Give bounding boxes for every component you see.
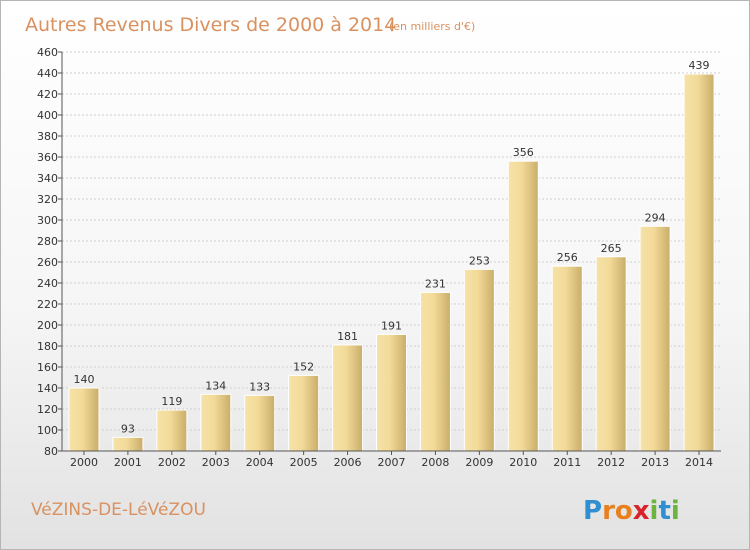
bar [507,160,539,452]
y-tick-label: 240 [37,277,58,290]
y-tick-label: 380 [37,130,58,143]
bar [463,268,495,452]
y-tick-label: 140 [37,382,58,395]
bar-value-label: 265 [601,242,622,255]
x-tick-label: 2007 [378,456,406,469]
bar-value-label: 133 [249,380,270,393]
logo-letter: i [650,496,659,526]
y-tick-label: 460 [37,46,58,59]
y-tick-label: 440 [37,67,58,80]
bar [288,374,320,452]
logo-letter: o [615,496,633,526]
logo-letter: x [633,496,650,526]
y-tick-label: 120 [37,403,58,416]
x-tick-label: 2008 [421,456,449,469]
bar-value-label: 119 [161,395,182,408]
y-tick-label: 340 [37,172,58,185]
x-tick-label: 2003 [202,456,230,469]
y-tick-label: 100 [37,424,58,437]
y-tick-label: 180 [37,340,58,353]
bar [639,225,671,452]
y-tick-label: 260 [37,256,58,269]
y-tick-label: 320 [37,193,58,206]
y-tick-label: 420 [37,88,58,101]
bar [200,393,232,452]
town-name: VéZINS-DE-LéVéZOU [31,500,206,520]
bar [683,73,715,452]
bar-value-label: 93 [121,422,135,435]
bar-value-label: 181 [337,330,358,343]
bar-value-label: 253 [469,254,490,267]
logo-letter: i [671,496,680,526]
bar-value-label: 140 [73,373,94,386]
bar-value-label: 439 [689,59,710,72]
y-tick-label: 80 [44,445,58,458]
y-tick-label: 200 [37,319,58,332]
bar [156,409,188,452]
y-tick-label: 280 [37,235,58,248]
logo-letter: P [583,496,602,526]
bar [419,291,451,452]
x-tick-label: 2001 [114,456,142,469]
x-tick-label: 2004 [246,456,274,469]
x-tick-label: 2010 [509,456,537,469]
proxiti-logo: Proxiti [583,496,680,526]
grid-lines [62,51,721,431]
bar-value-label: 294 [645,211,666,224]
bar-value-label: 356 [513,146,534,159]
x-tick-label: 2013 [641,456,669,469]
y-axis-ticks: 80 100 120 140 160 180 200 220 240 260 280 300 320 34… [37,46,62,458]
x-tick-label: 2002 [158,456,186,469]
y-tick-label: 220 [37,298,58,311]
x-tick-label: 2011 [553,456,581,469]
data-labels: 140 93 119 134 133 152 181 191 231 253 356 256 265 29… [73,59,709,435]
x-tick-label: 2006 [334,456,362,469]
x-axis-ticks: 2000 2001 2002 2003 2004 2005 2006 2007 2008 2009… [70,451,713,469]
bar [551,265,583,452]
chart-subtitle: (en milliers d'€) [389,20,475,33]
bar-value-label: 134 [205,379,226,392]
bar-value-label: 191 [381,319,402,332]
bar [376,333,407,452]
x-tick-label: 2014 [685,456,713,469]
y-tick-label: 300 [37,214,58,227]
x-tick-label: 2012 [597,456,625,469]
logo-letter: t [658,496,670,526]
x-tick-label: 2000 [70,456,98,469]
bar-value-label: 152 [293,360,314,373]
bar [112,436,144,452]
bar [595,256,627,452]
x-tick-label: 2005 [290,456,318,469]
y-tick-label: 160 [37,361,58,374]
bar-value-label: 231 [425,277,446,290]
logo-letter: r [602,496,615,526]
y-tick-label: 360 [37,151,58,164]
bar [68,387,100,452]
chart-title: Autres Revenus Divers de 2000 à 2014 [25,14,396,36]
bar [244,394,276,452]
x-tick-label: 2009 [465,456,493,469]
bar-value-label: 256 [557,251,578,264]
bars [68,73,715,452]
bar [332,344,364,452]
y-tick-label: 400 [37,109,58,122]
